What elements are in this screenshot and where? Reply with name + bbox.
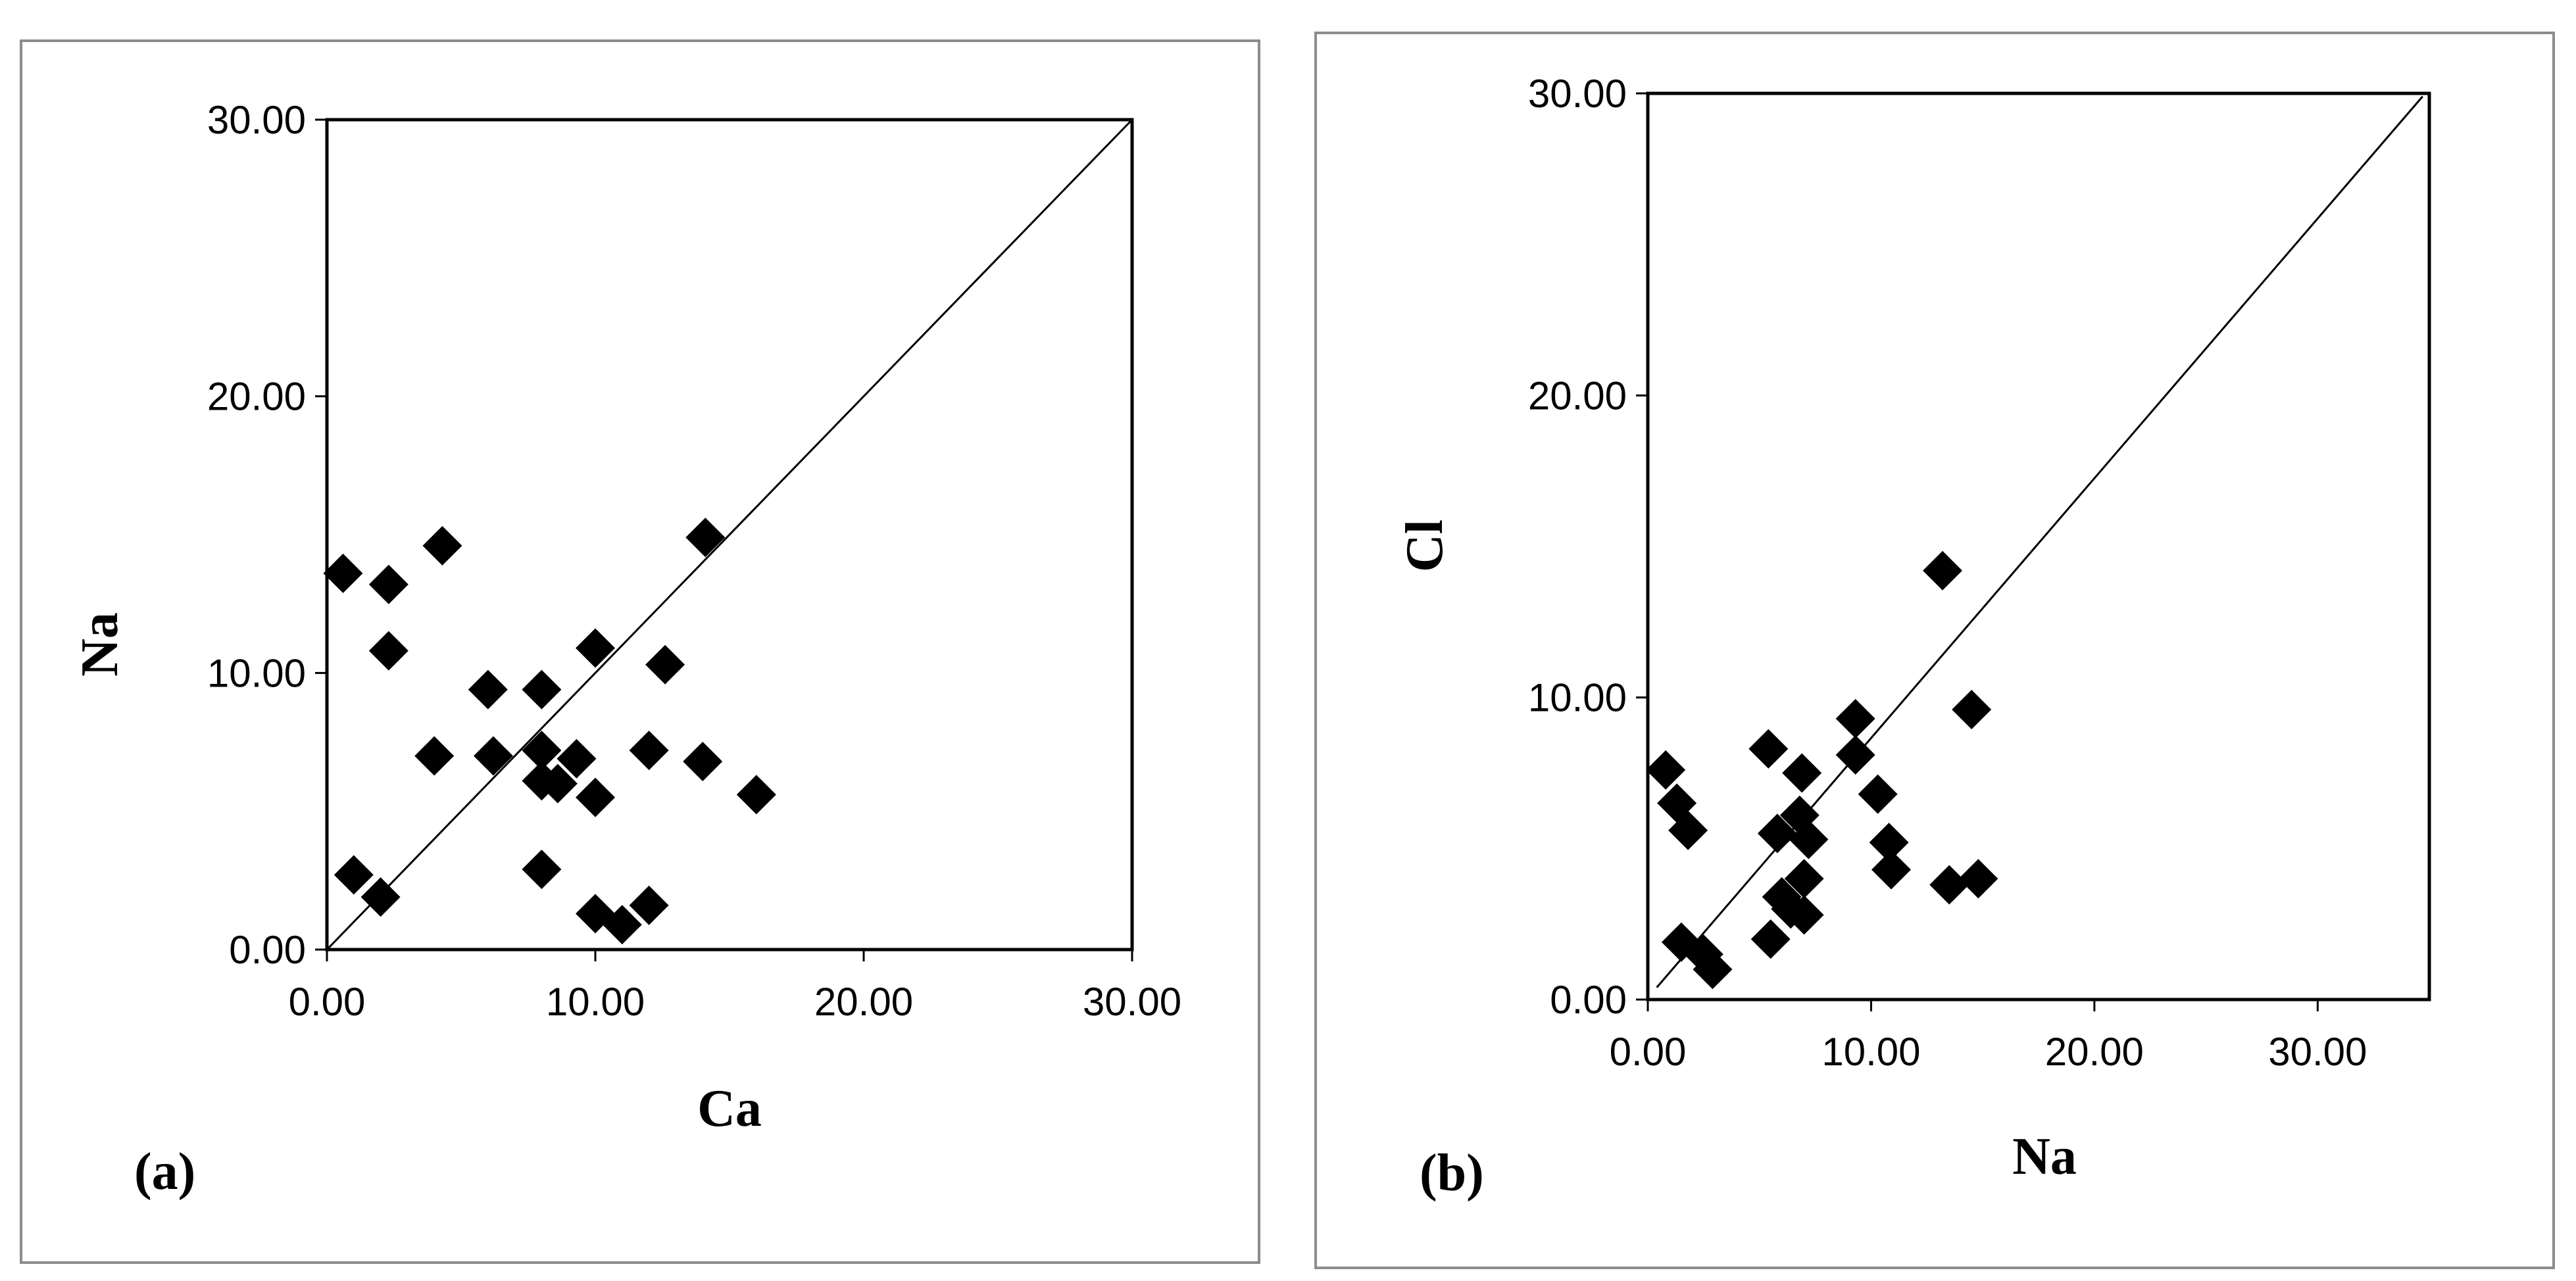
panel-b-data-point [1835,735,1875,775]
panel-a-data-point [522,669,562,710]
panel-a-data-points [323,518,776,945]
panel-b-y-tick-label: 0.00 [1550,978,1627,1022]
panel-b-label: (b) [1420,1144,1484,1202]
panel-b-x-tick-label: 30.00 [2268,1030,2367,1074]
panel-b-data-point [1923,550,1963,591]
panel-b-plot-area [1646,91,2431,1002]
panel-b-axis-ticks: 0.00 10.00 20.00 30.00 0.00 10.00 20.00 30.00 [1528,72,2367,1074]
panel-a-data-point [414,736,455,776]
panel-b-data-point [1858,774,1898,814]
panel-a-data-point [645,644,685,685]
panel-a-data-point [576,628,615,668]
panel-a-y-axis-title: Na [71,612,129,677]
panel-a-data-point [334,855,374,895]
panel-b-data-point [1958,859,1998,899]
panel-b-data-points [1646,550,1998,990]
panel-a-data-point [576,777,615,817]
panel-b-data-point [1789,819,1829,859]
panel-b-y-axis-title: Cl [1396,520,1454,572]
panel-a-x-axis-title: Ca [697,1080,762,1138]
panel-a-data-point [602,905,642,945]
panel-a-x-tick-label: 0.00 [289,980,366,1024]
panel-b-data-point [1835,698,1875,738]
panel-a: 0.00 10.00 20.00 30.00 0.00 10.00 20.00 30.00 C… [20,39,1260,1264]
panel-a-data-point [685,518,726,558]
panel-b-data-point [1748,729,1789,769]
panel-a-data-point [468,669,508,710]
panel-b: 0.00 10.00 20.00 30.00 0.00 10.00 20.00 30.00 N… [1314,32,2555,1269]
panel-b-data-point [1668,810,1708,850]
panel-b-data-point [1646,750,1686,790]
panel-b-data-point [1869,823,1909,863]
panel-a-x-tick-label: 20.00 [814,980,913,1024]
panel-a-data-point [629,885,669,925]
panel-b-data-point [1757,813,1797,854]
panel-b-data-point [1784,859,1824,899]
panel-b-data-point [1782,753,1822,793]
panel-a-data-point [537,763,578,804]
panel-a-y-tick-label: 0.00 [229,928,306,972]
panel-b-data-point [1952,690,1992,730]
panel-b-x-tick-label: 20.00 [2045,1030,2144,1074]
panel-a-data-point [629,731,669,771]
panel-b-x-axis-title: Na [2012,1128,2077,1186]
panel-a-one-to-one-line [326,118,1133,951]
panel-a-data-point [360,877,401,917]
panel-a-y-tick-label: 10.00 [207,651,306,695]
panel-a-data-point [368,564,409,604]
panel-a-data-point [683,741,723,781]
panel-b-data-point [1929,865,1969,905]
panel-a-y-tick-label: 30.00 [207,98,306,142]
panel-a-label: (a) [134,1143,195,1201]
panel-b-y-tick-label: 10.00 [1528,676,1627,720]
panel-b-data-point [1784,895,1824,935]
panel-b-y-tick-label: 30.00 [1528,72,1627,116]
panel-a-data-point [473,736,513,776]
panel-b-x-tick-label: 10.00 [1821,1030,1920,1074]
panel-a-y-tick-label: 20.00 [207,375,306,419]
panel-b-y-tick-label: 20.00 [1528,374,1627,418]
panel-b-data-point [1693,950,1733,990]
panel-a-data-point [557,738,597,779]
panel-a-data-point [522,731,562,771]
panel-a-x-tick-label: 30.00 [1083,980,1181,1024]
panel-a-x-tick-label: 10.00 [546,980,645,1024]
panel-b-data-point [1750,919,1791,959]
panel-a-data-point [368,631,409,671]
panel-b-x-tick-label: 0.00 [1610,1030,1687,1074]
panel-a-axis-ticks: 0.00 10.00 20.00 30.00 0.00 10.00 20.00 30.00 [207,98,1181,1024]
panel-a-data-point [522,850,562,890]
panel-a-data-point [422,525,462,566]
panel-a-data-point [323,553,363,593]
panel-b-data-point [1871,850,1911,890]
panel-a-data-point [736,775,776,815]
